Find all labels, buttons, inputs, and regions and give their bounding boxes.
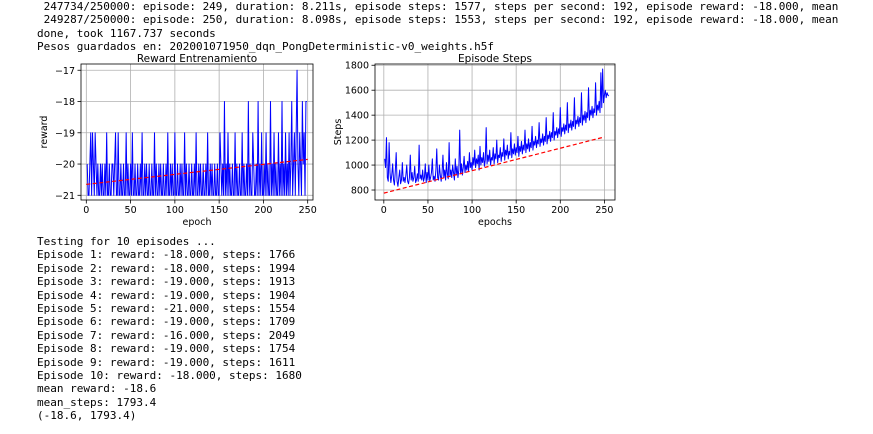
test-log-line: Episode 6: reward: -19.000, steps: 1709 — [37, 315, 296, 329]
trend-line — [86, 158, 308, 185]
chart-svg: Episode Steps 0 50 100 150 200 250 800 1000 1200 1… — [333, 54, 616, 228]
test-log-line: Testing for 10 episodes ... — [37, 235, 216, 248]
y-tick-label: 1800 — [345, 61, 369, 72]
x-tick-label: 0 — [83, 205, 89, 216]
x-tick-label: 250 — [299, 205, 317, 216]
y-tick-label: −18 — [55, 97, 75, 108]
data-series-line — [384, 68, 610, 187]
x-tick-label: 50 — [422, 205, 434, 216]
test-log-line: Episode 1: reward: -18.000, steps: 1766 — [37, 248, 296, 262]
x-tick-label: 100 — [166, 205, 184, 216]
y-tick-label: 1000 — [345, 161, 369, 172]
y-tick-label: 1400 — [345, 111, 369, 122]
y-tick-label: −17 — [55, 66, 75, 77]
x-tick-label: 250 — [595, 205, 613, 216]
x-tick-label: 150 — [210, 205, 228, 216]
log-line: done, took 1167.737 seconds — [37, 26, 216, 40]
steps-chart: Episode Steps 0 50 100 150 200 250 800 1000 1200 1… — [330, 54, 620, 230]
y-tick-label: −21 — [55, 191, 75, 202]
x-axis-label: epochs — [478, 217, 512, 228]
test-log-line: mean reward: -18.6 — [37, 382, 157, 396]
test-log-line: Episode 5: reward: -21.000, steps: 1554 — [37, 302, 296, 316]
log-line: 247734/250000: episode: 249, duration: 8… — [37, 0, 839, 13]
y-tick-label: −20 — [55, 160, 75, 171]
x-tick-label: 100 — [463, 205, 481, 216]
test-log-line: mean_steps: 1793.4 — [37, 395, 157, 409]
x-axis-label: epoch — [183, 217, 212, 228]
x-tick-label: 50 — [125, 205, 137, 216]
log-output-bottom: Testing for 10 episodes ... Episode 1: re… — [37, 235, 302, 423]
x-tick-label: 200 — [254, 205, 272, 216]
test-log-line: Episode 7: reward: -16.000, steps: 2049 — [37, 328, 296, 342]
test-log-line: Episode 2: reward: -18.000, steps: 1994 — [37, 261, 296, 275]
plot-frame — [374, 63, 616, 201]
reward-chart: Reward Entrenamiento 0 50 100 150 200 250 −21 −2… — [36, 54, 326, 230]
test-log-line: Episode 4: reward: -19.000, steps: 1904 — [37, 288, 296, 302]
trend-line — [383, 136, 605, 194]
y-axis-label: reward — [39, 116, 50, 149]
y-axis-label: Steps — [333, 119, 344, 146]
chart-title: Reward Entrenamiento — [137, 54, 257, 65]
test-log-line: (-18.6, 1793.4) — [37, 409, 137, 423]
y-tick-label: 1200 — [345, 136, 369, 147]
chart-svg: Reward Entrenamiento 0 50 100 150 200 250 −21 −2… — [39, 54, 317, 228]
x-tick-label: 0 — [381, 205, 387, 216]
data-series-line — [86, 69, 307, 196]
test-log-line: Episode 10: reward: -18.000, steps: 1680 — [37, 369, 302, 383]
x-tick-label: 200 — [551, 205, 569, 216]
y-tick-label: −19 — [55, 128, 75, 139]
log-output-top: 247734/250000: episode: 249, duration: 8… — [37, 0, 838, 54]
y-tick-label: 800 — [351, 186, 369, 197]
x-tick-label: 150 — [507, 205, 525, 216]
test-log-line: Episode 9: reward: -19.000, steps: 1611 — [37, 355, 296, 369]
test-log-line: Episode 3: reward: -19.000, steps: 1913 — [37, 275, 296, 289]
plot-frame — [80, 63, 314, 201]
test-log-line: Episode 8: reward: -19.000, steps: 1754 — [37, 342, 296, 356]
log-line: 249287/250000: episode: 250, duration: 8… — [37, 13, 839, 27]
y-tick-label: 1600 — [345, 86, 369, 97]
chart-title: Episode Steps — [458, 54, 532, 65]
log-line: Pesos guardados en: 202001071950_dqn_Pon… — [37, 40, 494, 54]
